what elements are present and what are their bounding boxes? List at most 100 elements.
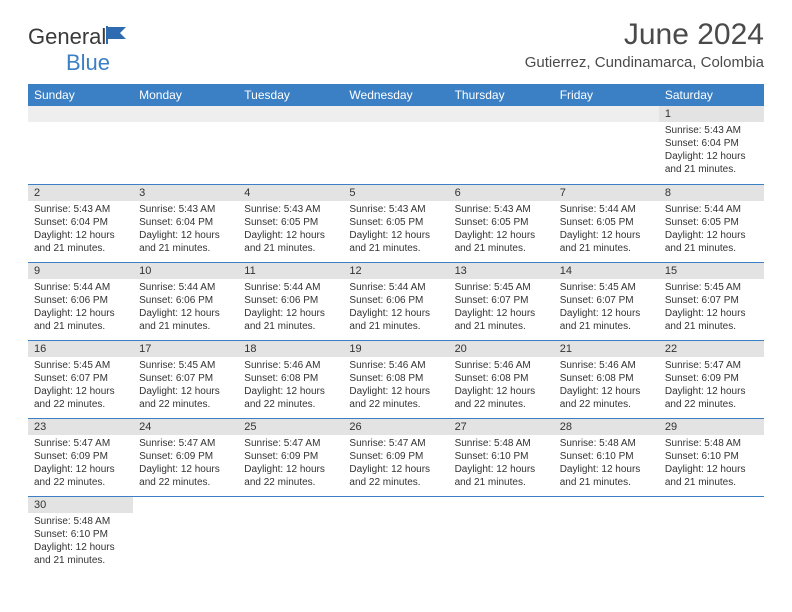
sunrise-line: Sunrise: 5:43 AM (665, 124, 758, 137)
brand-logo: GeneralBlue (28, 24, 130, 76)
day-details: Sunrise: 5:43 AMSunset: 6:05 PMDaylight:… (449, 201, 554, 258)
day-details: Sunrise: 5:45 AMSunset: 6:07 PMDaylight:… (28, 357, 133, 414)
sunrise-line: Sunrise: 5:45 AM (560, 281, 653, 294)
calendar-cell: 27Sunrise: 5:48 AMSunset: 6:10 PMDayligh… (449, 418, 554, 496)
daylight-line: Daylight: 12 hours and 22 minutes. (244, 385, 337, 411)
empty-day-bar (238, 106, 343, 122)
sunset-line: Sunset: 6:09 PM (244, 450, 337, 463)
sunrise-line: Sunrise: 5:47 AM (665, 359, 758, 372)
calendar-cell: 20Sunrise: 5:46 AMSunset: 6:08 PMDayligh… (449, 340, 554, 418)
sunset-line: Sunset: 6:04 PM (139, 216, 232, 229)
day-number: 6 (449, 185, 554, 201)
daylight-line: Daylight: 12 hours and 22 minutes. (244, 463, 337, 489)
sunrise-line: Sunrise: 5:45 AM (455, 281, 548, 294)
sunset-line: Sunset: 6:10 PM (34, 528, 127, 541)
day-number: 7 (554, 185, 659, 201)
calendar-cell: 24Sunrise: 5:47 AMSunset: 6:09 PMDayligh… (133, 418, 238, 496)
calendar-page: GeneralBlue June 2024 Gutierrez, Cundina… (0, 0, 792, 592)
day-number: 13 (449, 263, 554, 279)
calendar-week: 2Sunrise: 5:43 AMSunset: 6:04 PMDaylight… (28, 184, 764, 262)
day-number: 30 (28, 497, 133, 513)
daylight-line: Daylight: 12 hours and 21 minutes. (34, 307, 127, 333)
daylight-line: Daylight: 12 hours and 21 minutes. (34, 229, 127, 255)
day-number: 3 (133, 185, 238, 201)
calendar-cell (133, 496, 238, 574)
calendar-cell: 4Sunrise: 5:43 AMSunset: 6:05 PMDaylight… (238, 184, 343, 262)
empty-day-bar (554, 106, 659, 122)
daylight-line: Daylight: 12 hours and 21 minutes. (665, 463, 758, 489)
day-details: Sunrise: 5:44 AMSunset: 6:05 PMDaylight:… (554, 201, 659, 258)
sunrise-line: Sunrise: 5:46 AM (349, 359, 442, 372)
sunrise-line: Sunrise: 5:48 AM (560, 437, 653, 450)
calendar-week: 23Sunrise: 5:47 AMSunset: 6:09 PMDayligh… (28, 418, 764, 496)
day-header: Friday (554, 84, 659, 106)
day-details: Sunrise: 5:48 AMSunset: 6:10 PMDaylight:… (554, 435, 659, 492)
day-number: 23 (28, 419, 133, 435)
sunset-line: Sunset: 6:08 PM (349, 372, 442, 385)
calendar-cell: 18Sunrise: 5:46 AMSunset: 6:08 PMDayligh… (238, 340, 343, 418)
sunrise-line: Sunrise: 5:45 AM (139, 359, 232, 372)
sunset-line: Sunset: 6:07 PM (34, 372, 127, 385)
day-header: Tuesday (238, 84, 343, 106)
calendar-cell: 14Sunrise: 5:45 AMSunset: 6:07 PMDayligh… (554, 262, 659, 340)
calendar-week: 1Sunrise: 5:43 AMSunset: 6:04 PMDaylight… (28, 106, 764, 184)
day-number: 15 (659, 263, 764, 279)
day-details: Sunrise: 5:46 AMSunset: 6:08 PMDaylight:… (343, 357, 448, 414)
calendar-cell: 19Sunrise: 5:46 AMSunset: 6:08 PMDayligh… (343, 340, 448, 418)
calendar-cell: 21Sunrise: 5:46 AMSunset: 6:08 PMDayligh… (554, 340, 659, 418)
sunset-line: Sunset: 6:09 PM (349, 450, 442, 463)
calendar-cell (659, 496, 764, 574)
sunrise-line: Sunrise: 5:46 AM (560, 359, 653, 372)
calendar-week: 9Sunrise: 5:44 AMSunset: 6:06 PMDaylight… (28, 262, 764, 340)
daylight-line: Daylight: 12 hours and 21 minutes. (244, 307, 337, 333)
day-details: Sunrise: 5:44 AMSunset: 6:06 PMDaylight:… (28, 279, 133, 336)
day-number: 4 (238, 185, 343, 201)
calendar-cell: 9Sunrise: 5:44 AMSunset: 6:06 PMDaylight… (28, 262, 133, 340)
daylight-line: Daylight: 12 hours and 22 minutes. (349, 385, 442, 411)
day-details: Sunrise: 5:44 AMSunset: 6:06 PMDaylight:… (343, 279, 448, 336)
calendar-cell: 10Sunrise: 5:44 AMSunset: 6:06 PMDayligh… (133, 262, 238, 340)
day-number: 5 (343, 185, 448, 201)
calendar-head: SundayMondayTuesdayWednesdayThursdayFrid… (28, 84, 764, 106)
calendar-cell (343, 496, 448, 574)
empty-day-bar (343, 106, 448, 122)
day-number: 18 (238, 341, 343, 357)
day-header-row: SundayMondayTuesdayWednesdayThursdayFrid… (28, 84, 764, 106)
daylight-line: Daylight: 12 hours and 22 minutes. (139, 385, 232, 411)
sunset-line: Sunset: 6:05 PM (244, 216, 337, 229)
sunset-line: Sunset: 6:06 PM (139, 294, 232, 307)
day-details: Sunrise: 5:44 AMSunset: 6:05 PMDaylight:… (659, 201, 764, 258)
calendar-week: 30Sunrise: 5:48 AMSunset: 6:10 PMDayligh… (28, 496, 764, 574)
daylight-line: Daylight: 12 hours and 21 minutes. (560, 229, 653, 255)
daylight-line: Daylight: 12 hours and 21 minutes. (665, 229, 758, 255)
calendar-cell: 30Sunrise: 5:48 AMSunset: 6:10 PMDayligh… (28, 496, 133, 574)
day-number: 12 (343, 263, 448, 279)
sunrise-line: Sunrise: 5:43 AM (244, 203, 337, 216)
brand-text-b: Blue (66, 50, 110, 75)
sunrise-line: Sunrise: 5:43 AM (34, 203, 127, 216)
day-number: 9 (28, 263, 133, 279)
sunrise-line: Sunrise: 5:44 AM (349, 281, 442, 294)
day-details: Sunrise: 5:47 AMSunset: 6:09 PMDaylight:… (133, 435, 238, 492)
calendar-cell: 15Sunrise: 5:45 AMSunset: 6:07 PMDayligh… (659, 262, 764, 340)
sunrise-line: Sunrise: 5:47 AM (349, 437, 442, 450)
sunrise-line: Sunrise: 5:43 AM (139, 203, 232, 216)
daylight-line: Daylight: 12 hours and 22 minutes. (349, 463, 442, 489)
day-details: Sunrise: 5:45 AMSunset: 6:07 PMDaylight:… (659, 279, 764, 336)
sunset-line: Sunset: 6:07 PM (139, 372, 232, 385)
daylight-line: Daylight: 12 hours and 22 minutes. (34, 463, 127, 489)
day-header: Sunday (28, 84, 133, 106)
sunrise-line: Sunrise: 5:43 AM (455, 203, 548, 216)
sunset-line: Sunset: 6:10 PM (665, 450, 758, 463)
day-details: Sunrise: 5:47 AMSunset: 6:09 PMDaylight:… (238, 435, 343, 492)
flag-icon (106, 24, 130, 50)
day-details: Sunrise: 5:46 AMSunset: 6:08 PMDaylight:… (238, 357, 343, 414)
day-details: Sunrise: 5:44 AMSunset: 6:06 PMDaylight:… (133, 279, 238, 336)
day-details: Sunrise: 5:43 AMSunset: 6:05 PMDaylight:… (238, 201, 343, 258)
title-block: June 2024 Gutierrez, Cundinamarca, Colom… (525, 18, 764, 71)
day-number: 26 (343, 419, 448, 435)
day-details: Sunrise: 5:43 AMSunset: 6:04 PMDaylight:… (28, 201, 133, 258)
sunrise-line: Sunrise: 5:45 AM (665, 281, 758, 294)
day-number: 11 (238, 263, 343, 279)
sunset-line: Sunset: 6:07 PM (455, 294, 548, 307)
